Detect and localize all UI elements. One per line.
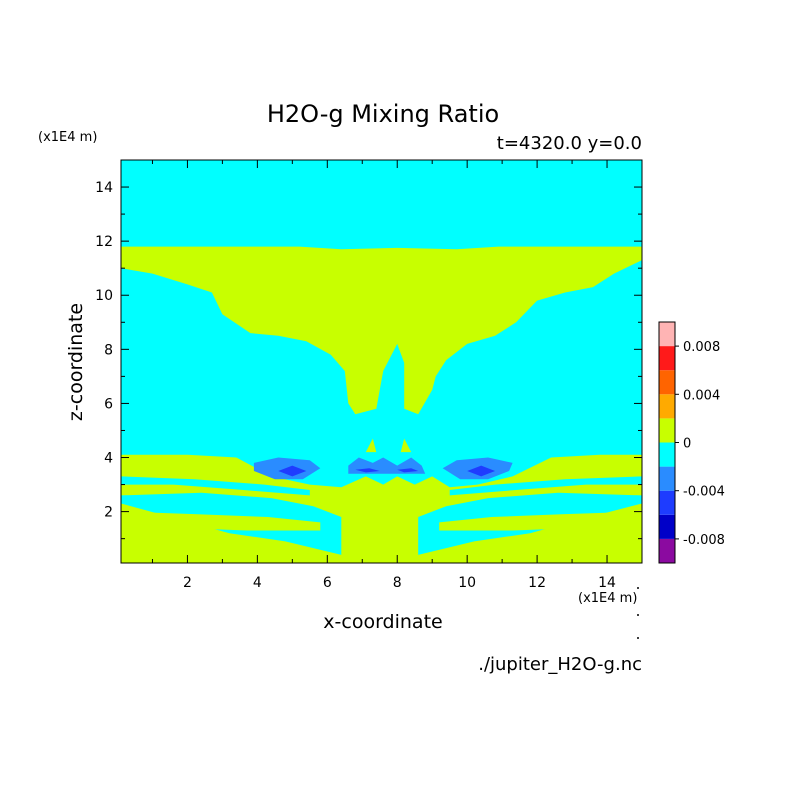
y-axis-ticks: 2 4 6 8 10 12 14 bbox=[95, 180, 642, 540]
contour-region bbox=[278, 465, 307, 477]
y-tick-label: 14 bbox=[95, 180, 113, 196]
colorbar-swatch bbox=[659, 322, 675, 347]
colorbar-swatch bbox=[659, 490, 675, 515]
colorbar-tick-label: -0.008 bbox=[683, 533, 725, 548]
x-axis-ticks: 2 4 6 8 10 12 14 bbox=[151, 160, 616, 591]
corner-dot bbox=[637, 587, 639, 589]
plot-frame bbox=[120, 159, 643, 564]
source-file-label: ./jupiter_H2O-g.nc bbox=[478, 654, 642, 675]
contour-region bbox=[121, 511, 321, 531]
chart-title: H2O-g Mixing Ratio bbox=[267, 100, 499, 128]
y-tick-label: 8 bbox=[104, 342, 113, 358]
contour-region bbox=[439, 511, 642, 531]
x-tick-label: 14 bbox=[598, 575, 616, 591]
colorbar-swatch bbox=[659, 466, 675, 491]
x-tick-label: 8 bbox=[393, 575, 402, 591]
contour-region bbox=[121, 246, 642, 415]
plot-area: 2 4 6 8 10 12 14 2 4 6 8 10 12 14 bbox=[95, 159, 643, 591]
contour-region bbox=[467, 465, 496, 477]
colorbar-swatch bbox=[659, 370, 675, 395]
contour-region bbox=[400, 438, 412, 453]
contour-region bbox=[449, 476, 642, 496]
colorbar-tick-label: 0.008 bbox=[683, 340, 720, 355]
x-tick-label: 4 bbox=[253, 575, 262, 591]
corner-dot bbox=[637, 614, 639, 616]
colorbar-swatch bbox=[659, 346, 675, 371]
colorbar: 0.008 0.004 0 -0.004 -0.008 bbox=[658, 321, 725, 564]
y-unit-label: (x1E4 m) bbox=[38, 130, 97, 145]
y-axis-label: z-coordinate bbox=[65, 303, 87, 421]
contour-region bbox=[121, 476, 310, 496]
y-tick-label: 10 bbox=[95, 288, 113, 304]
colorbar-tick-label: 0.004 bbox=[683, 388, 720, 403]
colorbar-swatch bbox=[659, 442, 675, 467]
colorbar-swatch bbox=[659, 514, 675, 539]
y-tick-label: 2 bbox=[104, 505, 113, 521]
corner-marks bbox=[637, 587, 639, 639]
y-tick-label: 4 bbox=[104, 451, 113, 467]
y-tick-label: 6 bbox=[104, 396, 113, 412]
y-tick-label: 12 bbox=[95, 234, 113, 250]
x-tick-label: 10 bbox=[458, 575, 476, 591]
colorbar-swatch bbox=[659, 538, 675, 563]
contour-regions bbox=[121, 246, 642, 563]
x-tick-label: 6 bbox=[323, 575, 332, 591]
contour-region bbox=[397, 468, 419, 473]
colorbar-swatch bbox=[659, 418, 675, 443]
contour-region bbox=[355, 468, 380, 473]
chart-subtitle: t=4320.0 y=0.0 bbox=[497, 133, 642, 154]
colorbar-tick-label: 0 bbox=[683, 437, 691, 452]
x-unit-label: (x1E4 m) bbox=[578, 591, 637, 606]
corner-dot bbox=[637, 637, 639, 639]
x-tick-label: 12 bbox=[528, 575, 546, 591]
contour-region bbox=[365, 438, 377, 453]
x-tick-label: 2 bbox=[183, 575, 192, 591]
x-axis-label: x-coordinate bbox=[323, 611, 442, 633]
colorbar-tick-label: -0.004 bbox=[683, 485, 725, 500]
colorbar-swatch bbox=[659, 394, 675, 419]
